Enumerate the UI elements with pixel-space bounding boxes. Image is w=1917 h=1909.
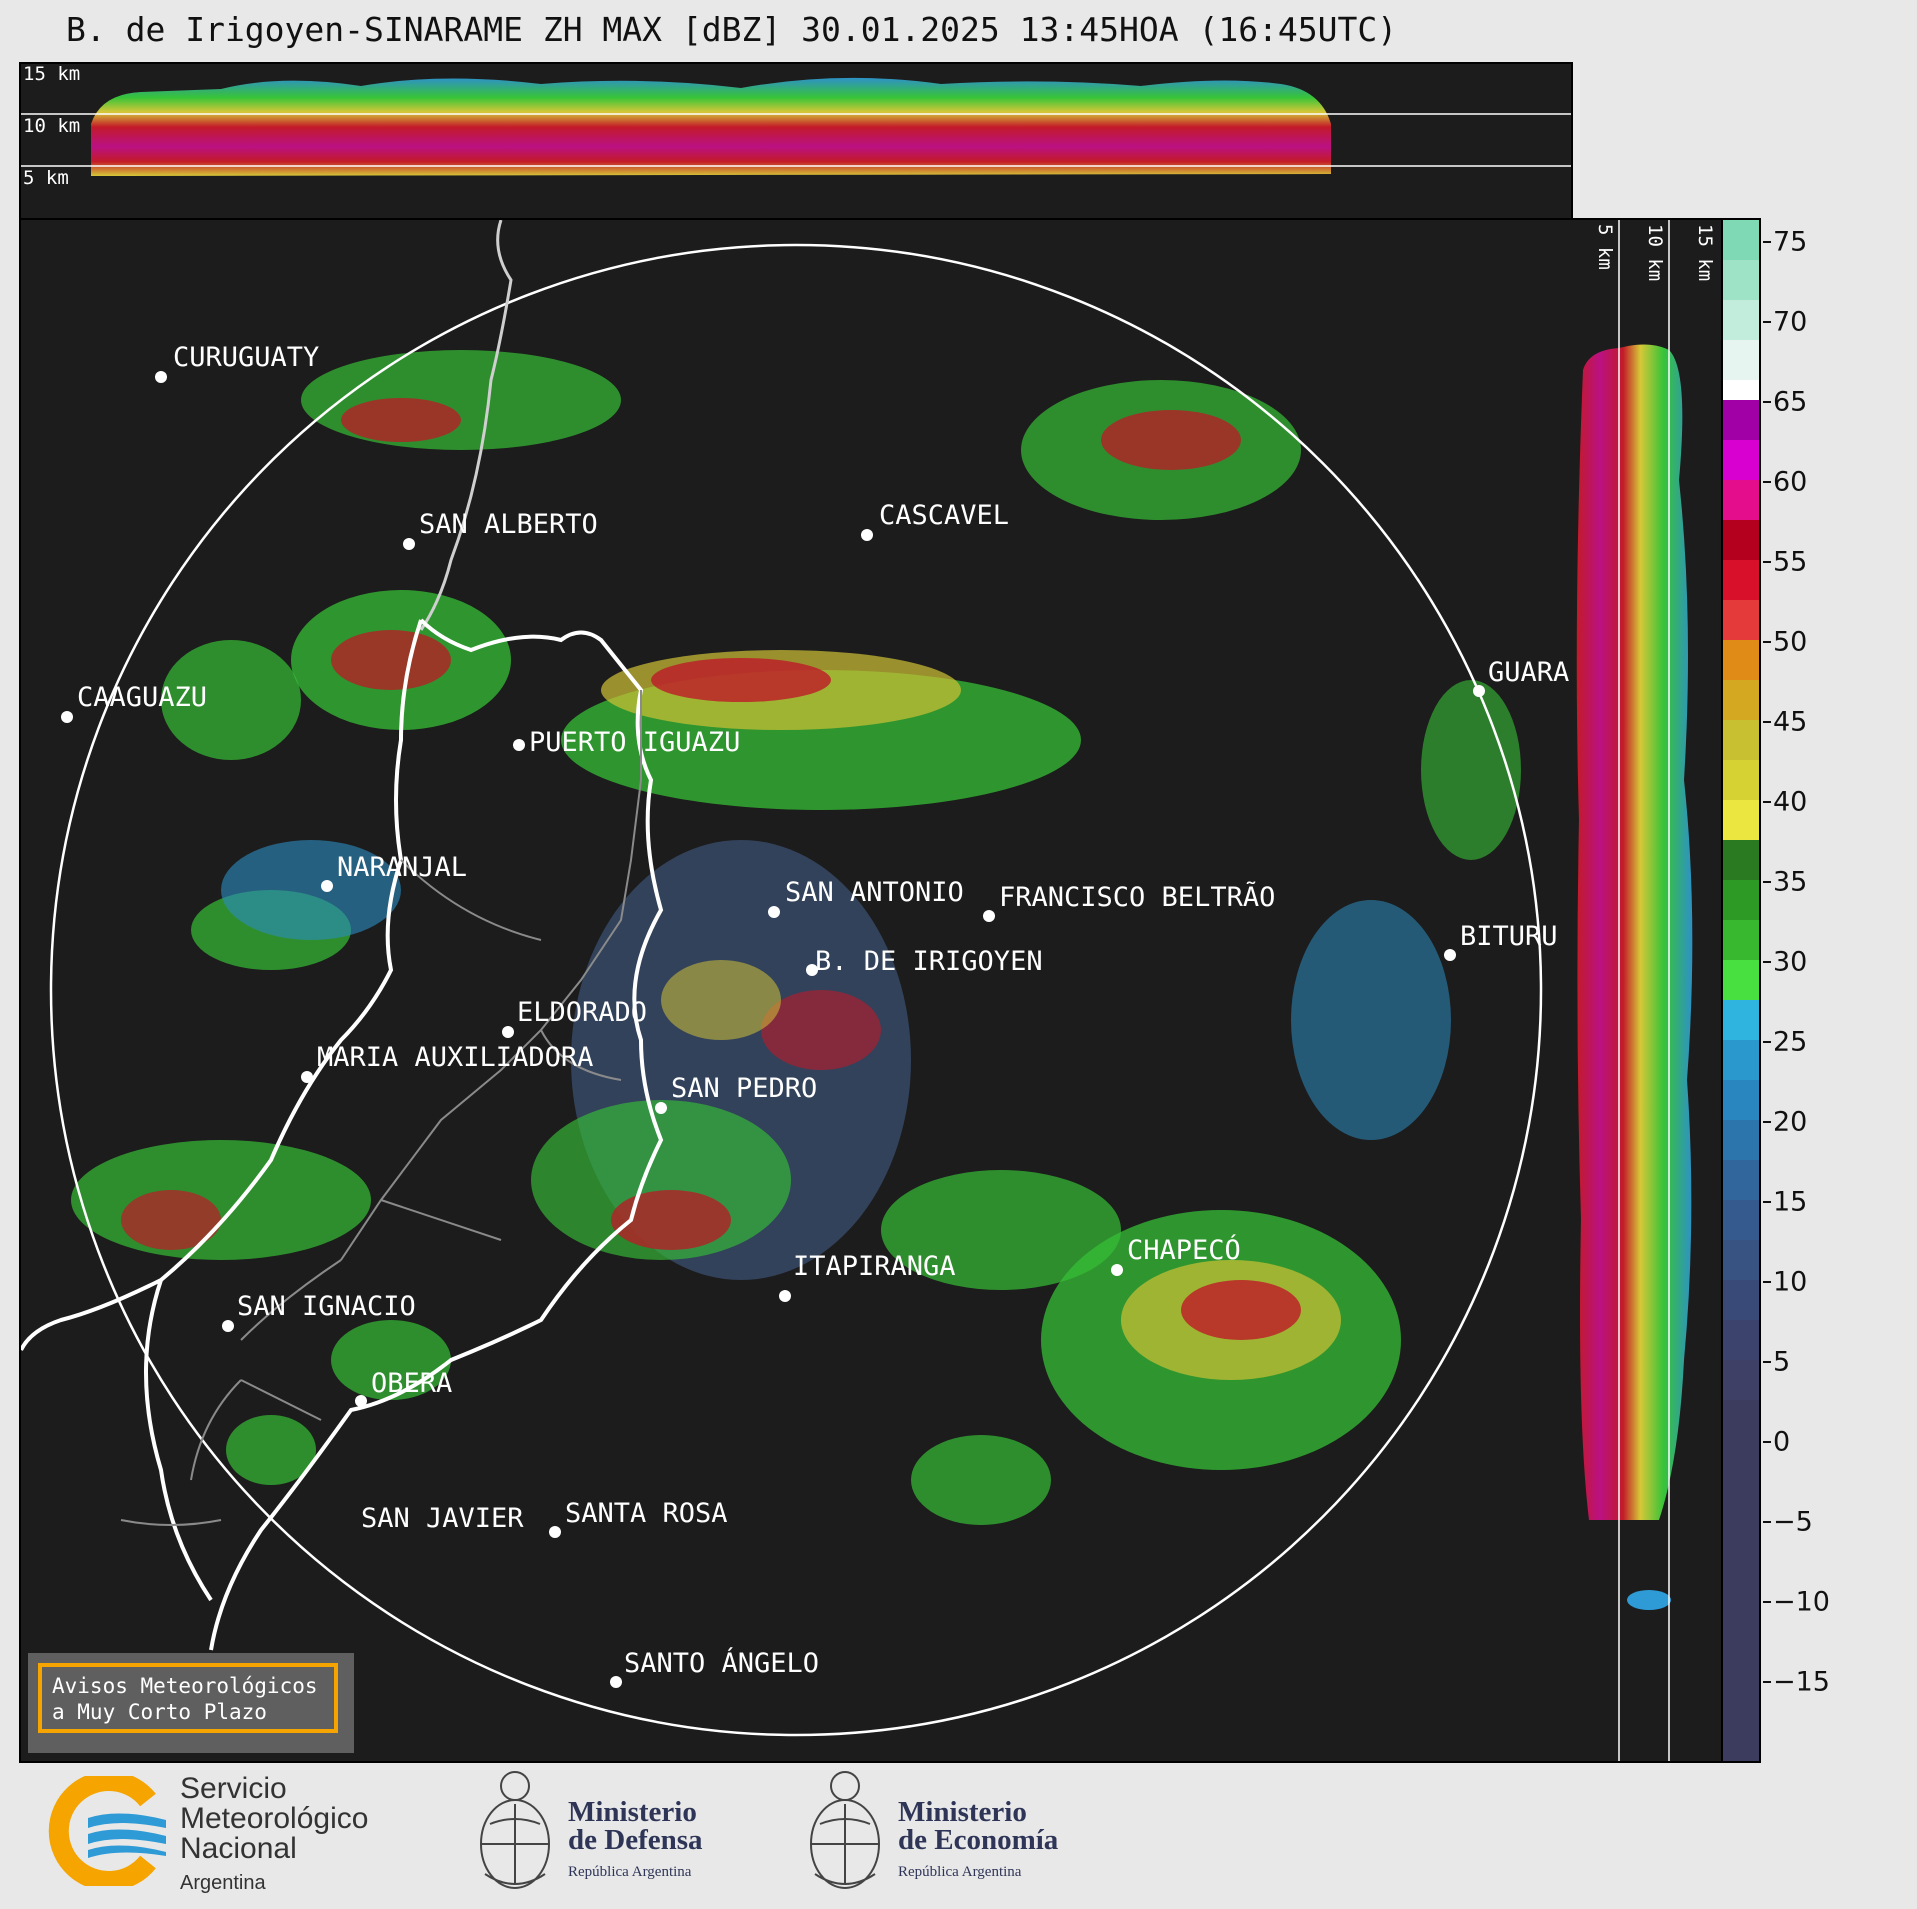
city-label-b-de-irigoyen: B. DE IRIGOYEN	[815, 946, 1043, 977]
top-height-label-5: 5 km	[23, 167, 69, 189]
colorbar-label-minus15: −15	[1773, 1666, 1830, 1698]
top-cross-section-svg: 15 km 10 km 5 km	[21, 64, 1571, 189]
smn-line-2: Meteorológico	[180, 1802, 369, 1835]
radar-echoes	[71, 350, 1521, 1525]
economia-line-3: República Argentina	[898, 1864, 1022, 1880]
chart-title: B. de Irigoyen-SINARAME ZH MAX [dBZ] 30.…	[66, 10, 1398, 49]
city-label-bituru: BITURU	[1460, 921, 1558, 952]
city-label-puerto-iguazu: PUERTO IGUAZU	[529, 727, 740, 758]
defensa-line-1: Ministerio	[568, 1796, 697, 1828]
colorbar-label-50: 50	[1773, 626, 1808, 658]
colorbar-label-55: 55	[1773, 546, 1808, 578]
side-cross-section-svg: 5 km 10 km 15 km	[1576, 220, 1716, 1761]
defensa-line-2: de Defensa	[568, 1824, 703, 1856]
alert-line-2: a Muy Corto Plazo	[52, 1700, 267, 1724]
colorbar-label-65: 65	[1773, 386, 1808, 418]
city-label-curuguaty: CURUGUATY	[173, 342, 319, 373]
colorbar-label-5: 5	[1773, 1346, 1791, 1378]
city-label-obera: OBERA	[371, 1368, 452, 1399]
colorbar	[1721, 218, 1761, 1763]
footer: Servicio Meteorológico Nacional Argentin…	[0, 1762, 1917, 1909]
colorbar-label-45: 45	[1773, 706, 1808, 738]
coat-of-arms-economia-icon	[810, 1771, 880, 1889]
top-cross-section-panel: 15 km 10 km 5 km	[19, 62, 1573, 222]
city-labels: CURUGUATY SAN ALBERTO CASCAVEL CAAGUAZU …	[77, 342, 1569, 1679]
city-label-naranjal: NARANJAL	[337, 852, 467, 883]
defensa-logo-text: Ministerio de Defensa República Argentin…	[568, 1798, 703, 1886]
colorbar-label-30: 30	[1773, 946, 1808, 978]
colorbar-label-10: 10	[1773, 1266, 1808, 1298]
city-label-san-antonio: SAN ANTONIO	[785, 877, 964, 908]
side-echo-area	[1576, 344, 1693, 1520]
coat-of-arms-defensa-icon	[480, 1771, 550, 1889]
city-label-san-pedro: SAN PEDRO	[671, 1073, 817, 1104]
radar-map-panel: CURUGUATY SAN ALBERTO CASCAVEL CAAGUAZU …	[19, 218, 1573, 1763]
side-height-label-15: 15 km	[1694, 224, 1716, 281]
alert-line-1: Avisos Meteorológicos	[52, 1674, 318, 1698]
city-label-eldorado: ELDORADO	[517, 997, 647, 1028]
colorbar-label-20: 20	[1773, 1106, 1808, 1138]
side-height-label-5: 5 km	[1594, 224, 1616, 270]
smn-line-4: Argentina	[180, 1872, 266, 1894]
border-paraguay-brazil	[419, 220, 513, 631]
smn-logo-text: Servicio Meteorológico Nacional Argentin…	[180, 1774, 368, 1898]
city-label-francisco-beltrao: FRANCISCO BELTRÃO	[999, 881, 1275, 913]
colorbar-label-75: 75	[1773, 226, 1808, 258]
alert-box-frame: Avisos Meteorológicos a Muy Corto Plazo	[38, 1663, 338, 1733]
side-cross-section-panel: 5 km 10 km 15 km	[1569, 218, 1723, 1763]
city-label-santo-angelo: SANTO ÁNGELO	[624, 1647, 819, 1679]
side-height-label-10: 10 km	[1644, 224, 1666, 281]
city-label-itapiranga: ITAPIRANGA	[793, 1251, 956, 1282]
top-height-label-10: 10 km	[23, 115, 80, 137]
smn-line-3: Nacional	[180, 1832, 297, 1865]
city-label-santa-rosa: SANTA ROSA	[565, 1498, 728, 1529]
top-height-label-15: 15 km	[23, 64, 80, 85]
colorbar-label-0: 0	[1773, 1426, 1791, 1458]
colorbar-label-40: 40	[1773, 786, 1808, 818]
colorbar-label-70: 70	[1773, 306, 1808, 338]
city-label-chapeco: CHAPECÓ	[1127, 1234, 1241, 1266]
radar-map-svg: CURUGUATY SAN ALBERTO CASCAVEL CAAGUAZU …	[21, 220, 1569, 1737]
colorbar-label-minus5: −5	[1773, 1506, 1813, 1538]
colorbar-label-60: 60	[1773, 466, 1808, 498]
city-label-san-ignacio: SAN IGNACIO	[237, 1291, 416, 1322]
top-echo-area	[91, 77, 1331, 176]
city-label-maria-auxiliadora: MARIA AUXILIADORA	[317, 1042, 593, 1073]
city-label-san-javier: SAN JAVIER	[361, 1503, 524, 1534]
colorbar-label-minus10: −10	[1773, 1586, 1830, 1618]
economia-logo-text: Ministerio de Economía República Argenti…	[898, 1798, 1058, 1886]
colorbar-label-35: 35	[1773, 866, 1808, 898]
province-boundaries	[120, 690, 642, 1526]
city-label-caaguazu: CAAGUAZU	[77, 682, 207, 713]
city-label-guara: GUARA	[1488, 657, 1569, 688]
colorbar-label-25: 25	[1773, 1026, 1808, 1058]
city-markers	[61, 371, 1485, 1688]
city-label-cascavel: CASCAVEL	[879, 500, 1009, 531]
border-argentina-main	[21, 618, 664, 1651]
colorbar-label-15: 15	[1773, 1186, 1808, 1218]
smn-logo-icon	[48, 1776, 166, 1886]
smn-line-1: Servicio	[180, 1772, 287, 1805]
economia-line-1: Ministerio	[898, 1796, 1027, 1828]
colorbar-svg	[1723, 220, 1759, 1761]
economia-line-2: de Economía	[898, 1824, 1059, 1856]
city-label-san-alberto: SAN ALBERTO	[419, 509, 598, 540]
defensa-line-3: República Argentina	[568, 1864, 692, 1880]
radar-range-circle	[49, 243, 1543, 1737]
alert-box[interactable]: Avisos Meteorológicos a Muy Corto Plazo	[28, 1653, 354, 1753]
colorbar-labels: 75 70 65 60 55 50 45 40 35 30 25 20 15 1…	[1763, 218, 1903, 1759]
